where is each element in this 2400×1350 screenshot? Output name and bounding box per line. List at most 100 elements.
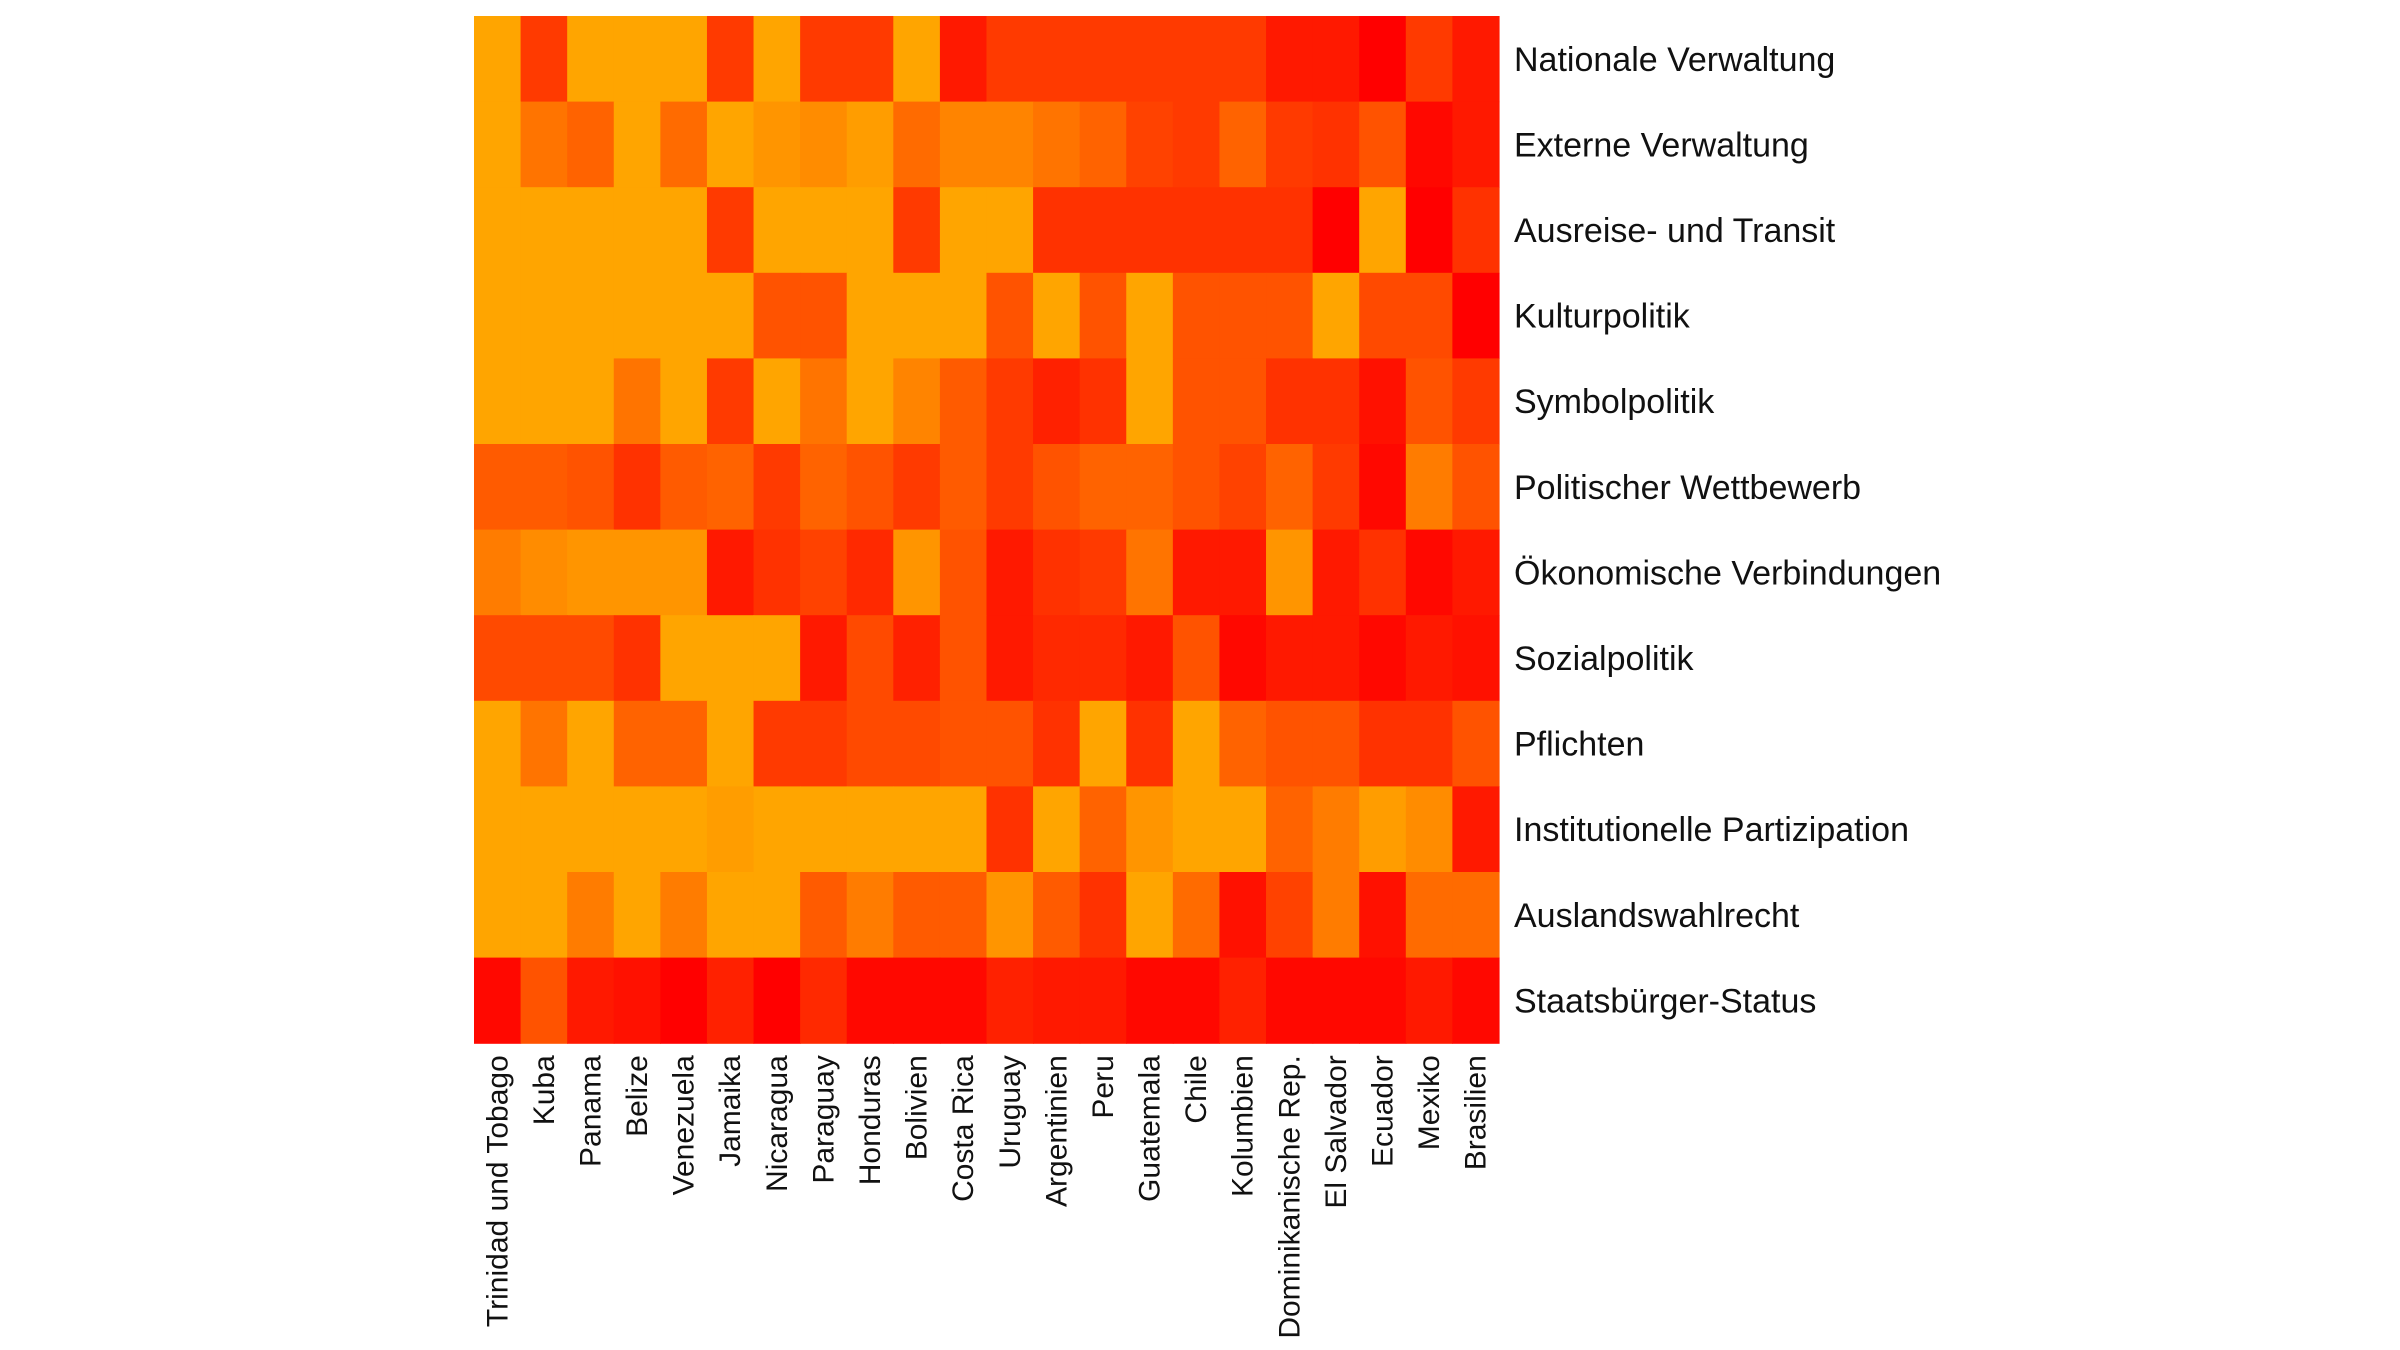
heatmap-cell-ausreise-und-transit-trinidad-und-tobago xyxy=(474,187,522,274)
heatmap-cell-symbolpolitik-kolumbien xyxy=(1219,358,1267,445)
heatmap-cell-auslandswahlrecht-honduras xyxy=(846,872,894,959)
heatmap-cell-pflichten-el-salvador xyxy=(1312,700,1360,787)
heatmap-cell-staatsbuerger-status-el-salvador xyxy=(1312,957,1360,1044)
heatmap-cell-institutionelle-partizipation-guatemala xyxy=(1126,786,1174,873)
heatmap-cell-ausreise-und-transit-panama xyxy=(567,187,615,274)
heatmap-cell-symbolpolitik-panama xyxy=(567,358,615,445)
heatmap-cell-externe-verwaltung-panama xyxy=(567,101,615,188)
heatmap-cell-politischer-wettbewerb-bolivien xyxy=(893,444,941,531)
row-label-kulturpolitik: Kulturpolitik xyxy=(1514,298,1691,336)
heatmap-cell-auslandswahlrecht-paraguay xyxy=(800,872,848,959)
heatmap-cell-oekonomische-verbindungen-kolumbien xyxy=(1219,529,1267,616)
heatmap-cell-kulturpolitik-mexiko xyxy=(1405,272,1453,359)
heatmap-cell-symbolpolitik-kuba xyxy=(520,358,568,445)
heatmap-cell-auslandswahlrecht-peru xyxy=(1079,872,1127,959)
heatmap-cell-institutionelle-partizipation-costa-rica xyxy=(939,786,988,873)
heatmap-cell-externe-verwaltung-bolivien xyxy=(893,101,941,188)
heatmap-cell-staatsbuerger-status-dominikanische-rep xyxy=(1266,957,1314,1044)
heatmap-cell-institutionelle-partizipation-nicaragua xyxy=(753,786,801,873)
heatmap-cell-sozialpolitik-mexiko xyxy=(1405,615,1453,702)
heatmap-cell-staatsbuerger-status-bolivien xyxy=(893,957,941,1044)
heatmap-cell-pflichten-kolumbien xyxy=(1219,700,1267,787)
heatmap-cell-kulturpolitik-paraguay xyxy=(800,272,848,359)
heatmap-cell-oekonomische-verbindungen-argentinien xyxy=(1033,529,1081,616)
heatmap-cell-pflichten-costa-rica xyxy=(939,700,988,787)
column-label-chile: Chile xyxy=(1180,1055,1213,1123)
heatmap-cell-oekonomische-verbindungen-jamaika xyxy=(706,529,755,616)
heatmap-cell-kulturpolitik-peru xyxy=(1079,272,1127,359)
heatmap-cell-pflichten-guatemala xyxy=(1126,700,1174,787)
heatmap-cell-staatsbuerger-status-mexiko xyxy=(1405,957,1453,1044)
heatmap-cell-politischer-wettbewerb-peru xyxy=(1079,444,1127,531)
column-label-kolumbien: Kolumbien xyxy=(1227,1055,1260,1197)
heatmap-cell-nationale-verwaltung-trinidad-und-tobago xyxy=(474,16,522,103)
heatmap-cell-kulturpolitik-uruguay xyxy=(986,272,1034,359)
heatmap-cell-politischer-wettbewerb-guatemala xyxy=(1126,444,1174,531)
heatmap-cell-kulturpolitik-kuba xyxy=(520,272,568,359)
heatmap-cell-institutionelle-partizipation-peru xyxy=(1079,786,1127,873)
heatmap-cell-oekonomische-verbindungen-trinidad-und-tobago xyxy=(474,529,522,616)
heatmap-cell-politischer-wettbewerb-honduras xyxy=(846,444,894,531)
column-label-panama: Panama xyxy=(575,1055,608,1167)
heatmap-cell-pflichten-paraguay xyxy=(800,700,848,787)
heatmap-cell-externe-verwaltung-mexiko xyxy=(1405,101,1453,188)
heatmap-cell-staatsbuerger-status-paraguay xyxy=(800,957,848,1044)
heatmap-cell-pflichten-brasilien xyxy=(1452,700,1500,787)
heatmap-cell-sozialpolitik-trinidad-und-tobago xyxy=(474,615,522,702)
heatmap-cell-sozialpolitik-venezuela xyxy=(660,615,708,702)
heatmap-cell-staatsbuerger-status-panama xyxy=(567,957,615,1044)
heatmap-cell-sozialpolitik-belize xyxy=(613,615,661,702)
heatmap-cell-politischer-wettbewerb-costa-rica xyxy=(939,444,988,531)
row-label-politischer-wettbewerb: Politischer Wettbewerb xyxy=(1514,469,1861,507)
heatmap-cell-symbolpolitik-dominikanische-rep xyxy=(1266,358,1314,445)
heatmap-cell-sozialpolitik-jamaika xyxy=(706,615,755,702)
heatmap-cell-kulturpolitik-kolumbien xyxy=(1219,272,1267,359)
heatmap-cell-externe-verwaltung-chile xyxy=(1172,101,1221,188)
heatmap-cell-pflichten-panama xyxy=(567,700,615,787)
heatmap-cell-institutionelle-partizipation-jamaika xyxy=(706,786,755,873)
heatmap-cell-oekonomische-verbindungen-guatemala xyxy=(1126,529,1174,616)
heatmap-cell-kulturpolitik-panama xyxy=(567,272,615,359)
heatmap-cell-ausreise-und-transit-paraguay xyxy=(800,187,848,274)
heatmap-cell-externe-verwaltung-paraguay xyxy=(800,101,848,188)
heatmap-cell-sozialpolitik-argentinien xyxy=(1033,615,1081,702)
column-label-uruguay: Uruguay xyxy=(994,1055,1027,1168)
heatmap-cell-symbolpolitik-uruguay xyxy=(986,358,1034,445)
heatmap-cell-externe-verwaltung-peru xyxy=(1079,101,1127,188)
heatmap-cell-pflichten-ecuador xyxy=(1359,700,1407,787)
heatmap-cell-symbolpolitik-paraguay xyxy=(800,358,848,445)
heatmap-cell-symbolpolitik-brasilien xyxy=(1452,358,1500,445)
heatmap-cell-institutionelle-partizipation-trinidad-und-tobago xyxy=(474,786,522,873)
heatmap-cell-pflichten-argentinien xyxy=(1033,700,1081,787)
heatmap-cell-pflichten-nicaragua xyxy=(753,700,801,787)
heatmap-cell-nationale-verwaltung-venezuela xyxy=(660,16,708,103)
heatmap-cell-symbolpolitik-honduras xyxy=(846,358,894,445)
heatmap-cell-politischer-wettbewerb-chile xyxy=(1172,444,1221,531)
heatmap-cell-nationale-verwaltung-peru xyxy=(1079,16,1127,103)
row-label-nationale-verwaltung: Nationale Verwaltung xyxy=(1514,41,1835,79)
heatmap-cell-sozialpolitik-dominikanische-rep xyxy=(1266,615,1314,702)
heatmap-cell-nationale-verwaltung-kuba xyxy=(520,16,568,103)
heatmap-cell-symbolpolitik-nicaragua xyxy=(753,358,801,445)
heatmap-cell-nationale-verwaltung-bolivien xyxy=(893,16,941,103)
heatmap-cell-ausreise-und-transit-jamaika xyxy=(706,187,755,274)
heatmap-cell-kulturpolitik-nicaragua xyxy=(753,272,801,359)
heatmap-cell-oekonomische-verbindungen-bolivien xyxy=(893,529,941,616)
heatmap-cell-staatsbuerger-status-guatemala xyxy=(1126,957,1174,1044)
column-label-argentinien: Argentinien xyxy=(1040,1055,1073,1207)
heatmap-cell-institutionelle-partizipation-uruguay xyxy=(986,786,1034,873)
heatmap-cell-ausreise-und-transit-guatemala xyxy=(1126,187,1174,274)
heatmap-cell-pflichten-venezuela xyxy=(660,700,708,787)
heatmap-cell-symbolpolitik-chile xyxy=(1172,358,1221,445)
heatmap-cell-externe-verwaltung-kolumbien xyxy=(1219,101,1267,188)
heatmap-cell-ausreise-und-transit-honduras xyxy=(846,187,894,274)
heatmap-cell-pflichten-bolivien xyxy=(893,700,941,787)
heatmap-cell-staatsbuerger-status-uruguay xyxy=(986,957,1034,1044)
heatmap-cell-staatsbuerger-status-brasilien xyxy=(1452,957,1500,1044)
heatmap-cell-auslandswahlrecht-ecuador xyxy=(1359,872,1407,959)
heatmap-cell-nationale-verwaltung-ecuador xyxy=(1359,16,1407,103)
heatmap-cell-oekonomische-verbindungen-costa-rica xyxy=(939,529,988,616)
heatmap-cell-oekonomische-verbindungen-ecuador xyxy=(1359,529,1407,616)
heatmap-cell-kulturpolitik-brasilien xyxy=(1452,272,1500,359)
heatmap-cell-institutionelle-partizipation-argentinien xyxy=(1033,786,1081,873)
